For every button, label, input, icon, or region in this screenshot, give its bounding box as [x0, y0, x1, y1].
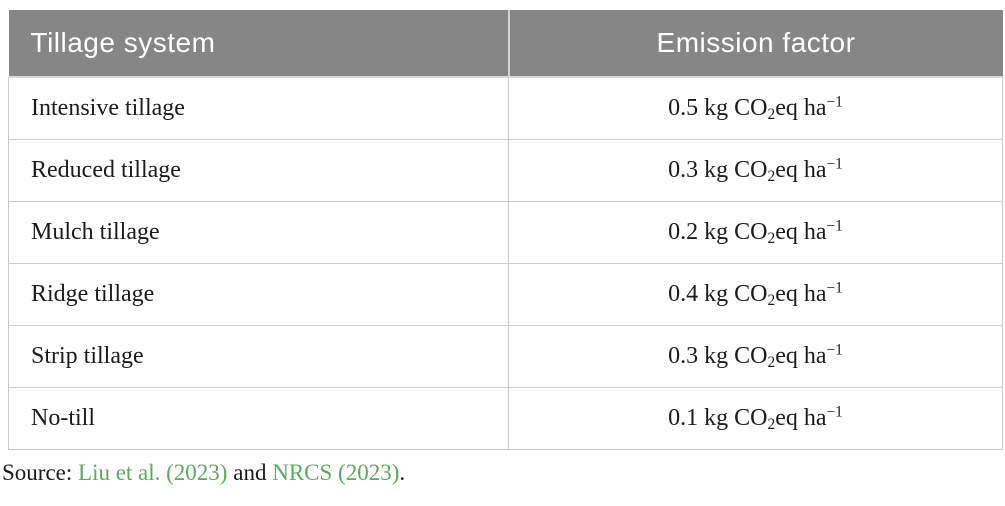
emission-superscript: −1 [826, 341, 843, 359]
emission-value-text: 0.5 kg CO [668, 95, 768, 121]
emission-superscript: −1 [826, 403, 843, 421]
emission-factor-cell: 0.1 kg CO2eq ha−1 [508, 387, 1003, 450]
tillage-system-cell: No-till [8, 387, 509, 450]
emission-value-text: 0.2 kg CO [668, 219, 768, 245]
emission-factor-cell: 0.4 kg CO2eq ha−1 [508, 263, 1003, 326]
source-suffix-text: . [399, 460, 406, 485]
tillage-emission-table: Tillage system Emission factor Intensive… [8, 10, 1003, 450]
emission-unit-text: eq ha [775, 405, 827, 431]
emission-unit-text: eq ha [775, 281, 827, 307]
source-prefix-text: Source: [2, 460, 79, 485]
source-conjunction-text: and [227, 460, 273, 485]
table-row: Mulch tillage 0.2 kg CO2eq ha−1 [8, 201, 1003, 264]
emission-superscript: −1 [826, 155, 843, 173]
emission-superscript: −1 [826, 217, 843, 235]
emission-superscript: −1 [826, 279, 843, 297]
emission-unit-text: eq ha [775, 157, 827, 183]
emission-unit-text: eq ha [775, 95, 827, 121]
emission-value-text: 0.1 kg CO [668, 405, 768, 431]
citation-link-liu-2023[interactable]: Liu et al. (2023) [78, 460, 228, 485]
emission-factor-cell: 0.3 kg CO2eq ha−1 [508, 139, 1003, 202]
tillage-system-cell: Strip tillage [8, 325, 509, 388]
table-row: Reduced tillage 0.3 kg CO2eq ha−1 [8, 139, 1003, 202]
table-row: Intensive tillage 0.5 kg CO2eq ha−1 [8, 76, 1003, 140]
table-row: No-till 0.1 kg CO2eq ha−1 [8, 387, 1003, 450]
emission-superscript: −1 [826, 93, 843, 111]
emission-subscript: 2 [767, 167, 776, 185]
emission-value-text: 0.3 kg CO [668, 343, 768, 369]
emission-subscript: 2 [767, 353, 776, 371]
emission-factor-cell: 0.5 kg CO2eq ha−1 [508, 76, 1003, 140]
column-header-emission-factor: Emission factor [508, 10, 1003, 77]
table-row: Strip tillage 0.3 kg CO2eq ha−1 [8, 325, 1003, 388]
emission-subscript: 2 [767, 291, 776, 309]
tillage-system-cell: Mulch tillage [8, 201, 509, 264]
table-header-row: Tillage system Emission factor [8, 10, 1003, 77]
emission-unit-text: eq ha [775, 219, 827, 245]
emission-subscript: 2 [767, 105, 776, 123]
emission-factor-cell: 0.3 kg CO2eq ha−1 [508, 325, 1003, 388]
tillage-system-cell: Reduced tillage [8, 139, 509, 202]
emission-subscript: 2 [767, 415, 776, 433]
emission-value-text: 0.4 kg CO [668, 281, 768, 307]
table-row: Ridge tillage 0.4 kg CO2eq ha−1 [8, 263, 1003, 326]
emission-value-text: 0.3 kg CO [668, 157, 768, 183]
emission-subscript: 2 [767, 229, 776, 247]
emission-factor-cell: 0.2 kg CO2eq ha−1 [508, 201, 1003, 264]
source-note: Source: Liu et al. (2023) and NRCS (2023… [2, 460, 405, 486]
citation-link-nrcs-2023[interactable]: NRCS (2023) [272, 460, 400, 485]
emission-unit-text: eq ha [775, 343, 827, 369]
tillage-system-cell: Intensive tillage [8, 76, 509, 140]
tillage-system-cell: Ridge tillage [8, 263, 509, 326]
column-header-tillage-system: Tillage system [8, 10, 510, 77]
